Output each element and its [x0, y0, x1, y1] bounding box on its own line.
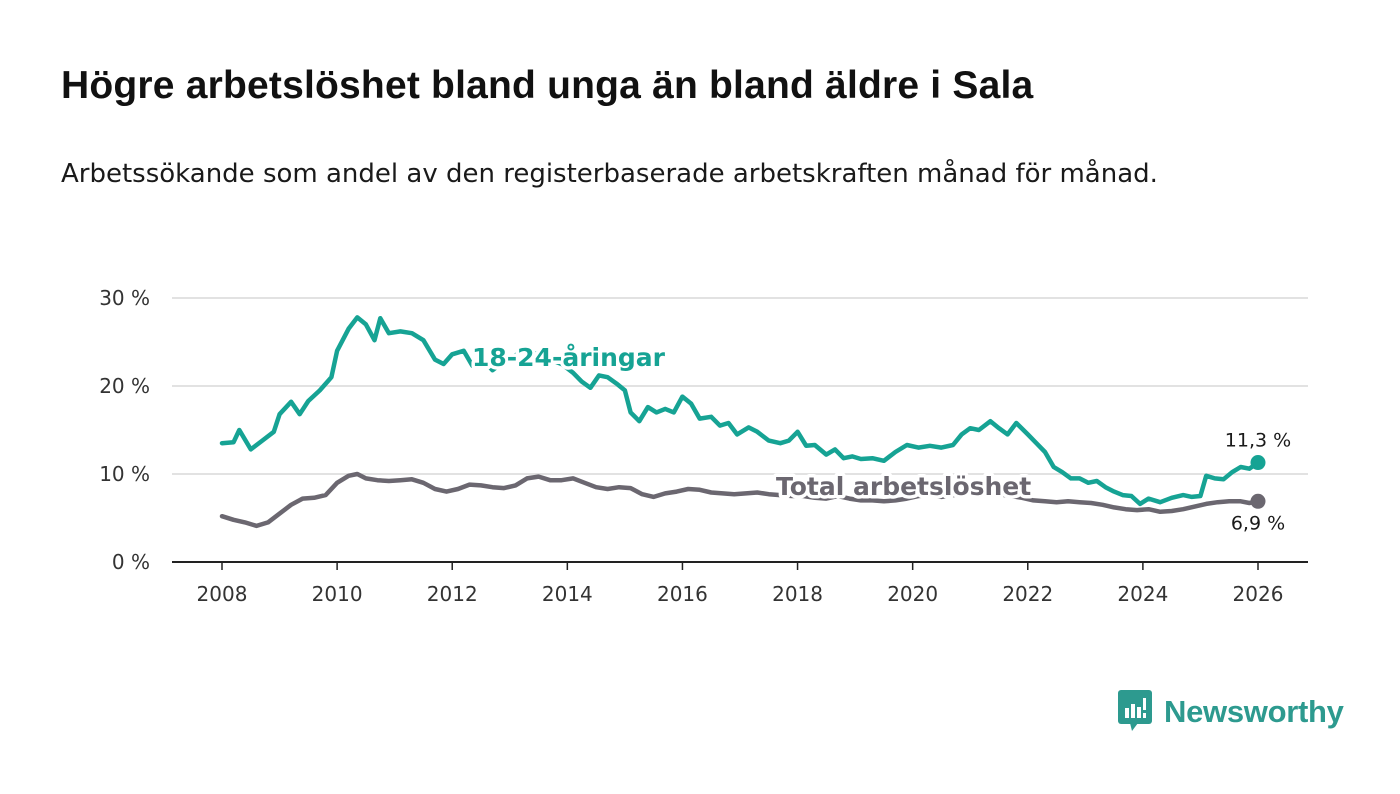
chart-title: Högre arbetslöshet bland unga än bland ä…	[61, 64, 1034, 107]
y-tick-label: 0 %	[112, 550, 150, 574]
x-tick-label: 2026	[1233, 582, 1284, 606]
x-tick-label: 2020	[887, 582, 938, 606]
axis-layer: 0 % 10 % 20 % 30 % 2008 2010 2012 2014 2016 2018 2…	[99, 286, 1308, 606]
y-tick-label: 10 %	[99, 462, 150, 486]
x-tick-label: 2022	[1002, 582, 1053, 606]
series-layer	[219, 315, 1266, 529]
series-line-total	[219, 471, 1261, 529]
end-marker-youth	[1250, 455, 1266, 471]
series-label-total: Total arbetslöshet	[776, 472, 1031, 501]
newsworthy-logo-icon	[1118, 690, 1152, 731]
label-layer: 18-24-åringar Total arbetslöshet 11,3 % 6,9…	[469, 340, 1292, 535]
x-tick-label: 2012	[427, 582, 478, 606]
newsworthy-brand: Newsworthy	[1118, 690, 1344, 734]
x-tick-label: 2008	[197, 582, 248, 606]
x-tick-label: 2014	[542, 582, 593, 606]
series-line-youth	[219, 315, 1261, 507]
brand-name: Newsworthy	[1164, 694, 1344, 729]
x-tick-label: 2010	[312, 582, 363, 606]
y-tick-label: 30 %	[99, 286, 150, 310]
grid-layer	[172, 297, 1308, 475]
end-value-total: 6,9 %	[1231, 512, 1285, 534]
series-label-youth: 18-24-åringar	[472, 343, 666, 372]
y-tick-label: 20 %	[99, 374, 150, 398]
x-tick-label: 2024	[1117, 582, 1168, 606]
x-tick-label: 2016	[657, 582, 708, 606]
end-value-youth: 11,3 %	[1225, 430, 1291, 452]
chart-subtitle: Arbetssökande som andel av den registerb…	[61, 159, 1158, 189]
x-tick-label: 2018	[772, 582, 823, 606]
end-marker-total	[1250, 493, 1266, 509]
